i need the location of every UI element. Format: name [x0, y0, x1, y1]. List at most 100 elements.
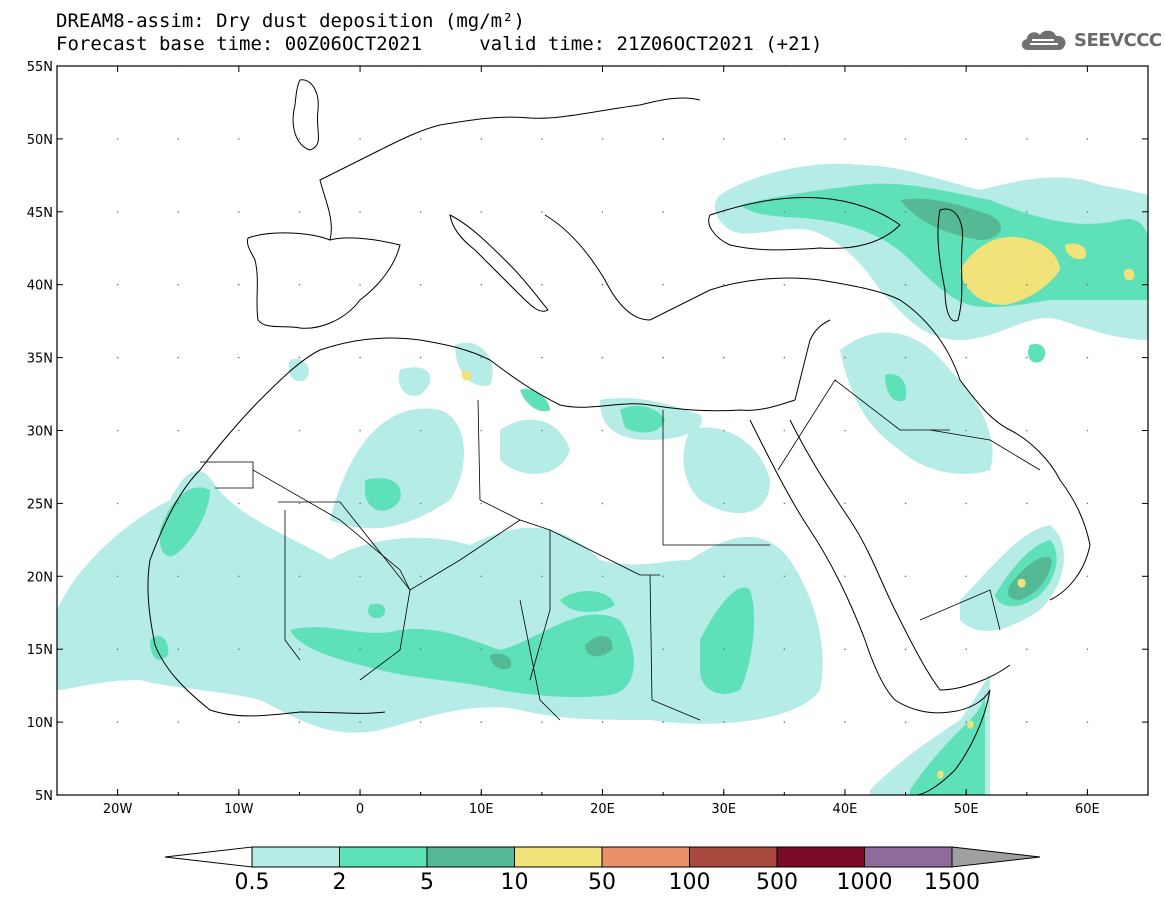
- colorbar-segment: [864, 846, 953, 868]
- grid-dot: [965, 138, 967, 140]
- grid-dot: [480, 648, 483, 650]
- grid-dot: [1086, 283, 1089, 286]
- grid-dot: [904, 721, 907, 723]
- grid-dot: [904, 138, 907, 140]
- grid-dot: [116, 502, 119, 505]
- grid-dot: [601, 211, 604, 213]
- coastlines: [147, 79, 1091, 795]
- lat-label: 45N: [27, 206, 53, 221]
- grid-dot: [1086, 648, 1089, 650]
- grid-dot: [541, 575, 543, 578]
- colorbar-label: 1500: [924, 870, 980, 895]
- grid-dot: [904, 648, 907, 650]
- grid-dot: [541, 721, 543, 723]
- grid-dot: [177, 211, 180, 213]
- seevccc-logo: SEEVCCC: [1018, 26, 1162, 54]
- lat-label: 40N: [27, 279, 53, 294]
- grid-dot: [965, 211, 967, 213]
- colorbar-legend: 0.5 2 5 10 50 100 500 1000 1500: [164, 846, 1041, 895]
- grid-dot: [177, 283, 180, 286]
- grid-dot: [238, 283, 240, 286]
- colorbar-label: 100: [669, 870, 711, 895]
- grid-dot: [541, 138, 543, 140]
- grid-dot: [904, 356, 907, 359]
- grid-dot: [722, 138, 725, 140]
- grid-dot: [238, 502, 240, 505]
- grid-dot: [116, 575, 119, 578]
- grid-dot: [904, 502, 907, 505]
- grid-dot: [541, 211, 543, 213]
- lon-label: 10W: [224, 802, 254, 817]
- grid-dot: [298, 138, 301, 140]
- grid-dot: [238, 211, 240, 213]
- grid-dot: [965, 575, 967, 578]
- colorbar-segment: [251, 846, 340, 868]
- grid-dot: [844, 721, 846, 723]
- grid-dot: [116, 721, 119, 723]
- grid-dot: [722, 721, 725, 723]
- grid-dot: [1025, 502, 1028, 505]
- grid-dot: [419, 283, 422, 286]
- lon-label: 30E: [711, 802, 736, 817]
- grid-dot: [601, 648, 604, 650]
- grid-dot: [601, 356, 604, 359]
- grid-dot: [1025, 356, 1028, 359]
- grid-dot: [662, 721, 664, 723]
- grid-dot: [238, 138, 240, 140]
- lat-label: 55N: [27, 60, 53, 75]
- grid-dot: [480, 502, 483, 505]
- grid-dot: [662, 211, 664, 213]
- grid-dot: [359, 721, 361, 723]
- lon-label: 40E: [833, 802, 858, 817]
- grid-dot: [1025, 283, 1028, 286]
- grid-dot: [1086, 502, 1089, 505]
- grid-dot: [722, 648, 725, 650]
- grid-dot: [238, 648, 240, 650]
- grid-dot: [298, 211, 301, 213]
- grid-dot: [783, 429, 786, 432]
- grid-dot: [1086, 429, 1089, 432]
- grid-dot: [177, 429, 180, 432]
- grid-dot: [844, 575, 846, 578]
- country-borders: [200, 379, 1041, 721]
- grid-dot: [662, 648, 664, 650]
- colorbar-label: 0.5: [235, 870, 270, 895]
- lat-label: 10N: [27, 716, 53, 731]
- grid-dot: [965, 429, 967, 432]
- grid-dot: [541, 502, 543, 505]
- grid-dot: [1025, 721, 1028, 723]
- grid-dot: [480, 721, 483, 723]
- grid-dot: [904, 429, 907, 432]
- dust-shading-layer: [57, 163, 1148, 795]
- grid-dot: [601, 283, 604, 286]
- colorbar-label: 5: [420, 870, 434, 895]
- grid-dot: [359, 356, 361, 359]
- grid-dot: [238, 356, 240, 359]
- grid-dot: [1086, 211, 1089, 213]
- colorbar-segment: [514, 846, 603, 868]
- grid-dot: [783, 356, 786, 359]
- grid-dot: [116, 211, 119, 213]
- grid-dot: [783, 138, 786, 140]
- grid-dot: [116, 283, 119, 286]
- grid-dot: [419, 575, 422, 578]
- grid-dot: [662, 502, 664, 505]
- lat-label: 35N: [27, 352, 53, 367]
- grid-dot: [722, 502, 725, 505]
- grid-dot: [662, 356, 664, 359]
- colorbar-segment: [339, 846, 428, 868]
- grid-dot: [601, 502, 604, 505]
- grid-dot: [541, 283, 543, 286]
- grid-dot: [601, 429, 604, 432]
- grid-dot: [722, 283, 725, 286]
- colorbar-label: 2: [333, 870, 347, 895]
- grid-dot: [177, 648, 180, 650]
- lon-label: 0: [356, 802, 364, 817]
- grid-dot: [541, 648, 543, 650]
- grid-dot: [1025, 429, 1028, 432]
- colorbar-label: 500: [756, 870, 798, 895]
- grid-dot: [116, 648, 119, 650]
- grid-dot: [662, 429, 664, 432]
- grid-dot: [965, 356, 967, 359]
